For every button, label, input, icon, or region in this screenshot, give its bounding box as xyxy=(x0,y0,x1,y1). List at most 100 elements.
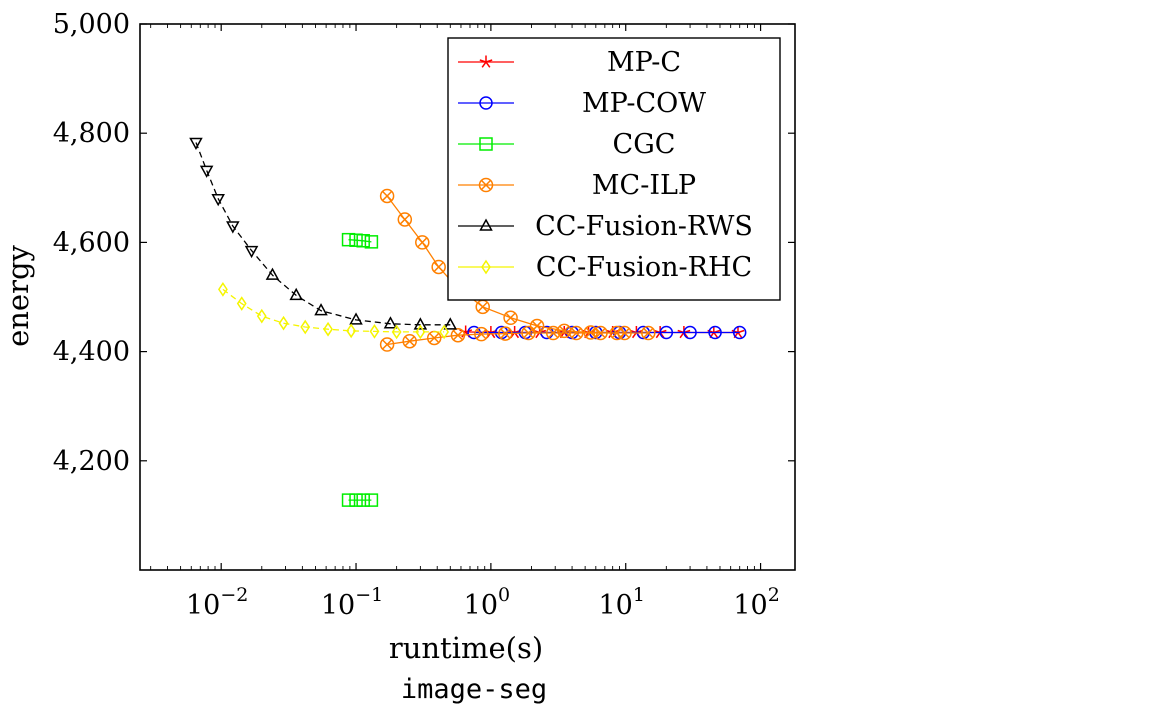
data-point xyxy=(475,299,490,315)
data-point xyxy=(508,325,522,339)
data-point xyxy=(265,267,280,280)
data-point xyxy=(356,493,370,507)
legend-marker xyxy=(479,137,493,151)
data-point xyxy=(218,282,228,297)
data-point xyxy=(677,325,691,339)
data-point xyxy=(545,325,561,341)
data-point xyxy=(439,324,450,340)
legend-marker xyxy=(478,177,494,193)
x-axis-label: runtime(s) xyxy=(389,631,543,665)
data-point xyxy=(300,319,311,335)
data-point xyxy=(364,493,379,507)
series-cgc xyxy=(341,232,379,507)
data-point xyxy=(402,333,417,349)
data-point xyxy=(278,315,289,331)
x-tick-label: 10−1 xyxy=(321,584,383,621)
data-point xyxy=(314,303,328,316)
data-point xyxy=(617,325,632,341)
data-point xyxy=(397,212,413,227)
data-point xyxy=(474,326,489,342)
data-point xyxy=(211,193,225,207)
data-point xyxy=(199,165,214,178)
data-point xyxy=(443,317,458,330)
data-point xyxy=(379,337,395,352)
legend-entry: CGC xyxy=(458,129,675,160)
legend-entry: MP-COW xyxy=(458,88,706,119)
legend-label: CC-Fusion-RWS xyxy=(535,211,753,242)
y-tick-label: 4,600 xyxy=(53,227,130,258)
data-point xyxy=(236,296,247,311)
x-tick-label: 102 xyxy=(733,584,779,621)
data-point xyxy=(708,325,722,340)
data-point xyxy=(659,325,674,340)
data-point xyxy=(341,493,356,507)
data-point xyxy=(641,325,656,341)
data-point xyxy=(349,233,363,247)
data-point xyxy=(583,325,598,340)
legend-entry: MC-ILP xyxy=(458,170,696,201)
x-tick-label: 101 xyxy=(599,584,645,621)
data-point xyxy=(349,312,363,325)
legend-label: CC-Fusion-RHC xyxy=(536,252,752,283)
series-cc-fusion-rws xyxy=(189,137,458,330)
legend-label: MP-C xyxy=(607,47,681,78)
data-point xyxy=(732,325,747,340)
data-point xyxy=(341,232,356,247)
series-line xyxy=(222,288,445,333)
data-point xyxy=(379,188,395,204)
legend-label: MP-COW xyxy=(582,88,706,119)
plot-area xyxy=(189,137,747,507)
legend-marker xyxy=(479,55,493,68)
legend-marker xyxy=(479,218,493,231)
data-point xyxy=(415,235,430,250)
data-point xyxy=(413,317,428,330)
y-tick-label: 5,000 xyxy=(53,9,130,40)
data-point xyxy=(450,327,466,343)
axes: 4,200 4,400 4,600 4,800 5,000 10−2 10−1 100 101 1… xyxy=(53,9,796,621)
series-cc-fusion-rhc xyxy=(218,282,450,340)
series-line xyxy=(348,239,372,243)
legend-box xyxy=(447,37,781,301)
legend: MP-C MP-COW CGC MC-ILP CC-Fusion-RWS CC-Fusio… xyxy=(447,37,781,301)
data-point xyxy=(529,318,545,334)
y-tick-label: 4,200 xyxy=(53,446,130,477)
data-point xyxy=(415,324,426,340)
data-point xyxy=(609,325,625,341)
legend-marker xyxy=(481,259,491,275)
data-point xyxy=(653,325,667,339)
data-point xyxy=(556,323,572,339)
legend-entry: CC-Fusion-RHC xyxy=(458,252,752,283)
data-point xyxy=(383,316,398,329)
legend-entry: CC-Fusion-RWS xyxy=(458,211,753,242)
data-point xyxy=(346,323,357,339)
data-point xyxy=(289,287,303,301)
data-point xyxy=(521,325,536,341)
data-point xyxy=(391,324,402,340)
series-line xyxy=(195,142,451,326)
y-axis-label: energy xyxy=(1,244,35,346)
data-point xyxy=(323,321,333,337)
data-point xyxy=(484,325,498,339)
plot-frame xyxy=(139,23,796,571)
data-point xyxy=(189,137,203,151)
data-point xyxy=(244,245,259,259)
y-tick-label: 4,800 xyxy=(53,118,130,149)
series-line xyxy=(387,332,649,346)
data-point xyxy=(431,259,446,275)
data-point xyxy=(226,221,240,234)
x-tick-label: 10−2 xyxy=(186,584,248,621)
data-point xyxy=(498,326,513,341)
data-point xyxy=(349,493,363,507)
legend-entry: MP-C xyxy=(458,47,681,78)
data-point xyxy=(256,308,267,324)
legend-label: MC-ILP xyxy=(592,170,696,201)
data-point xyxy=(503,310,518,325)
data-point xyxy=(707,325,721,339)
legend-label: CGC xyxy=(613,129,676,160)
chart-caption: image-seg xyxy=(401,674,547,705)
data-point xyxy=(731,325,745,339)
data-point xyxy=(683,325,697,340)
data-point xyxy=(369,324,380,339)
data-point xyxy=(364,235,379,249)
